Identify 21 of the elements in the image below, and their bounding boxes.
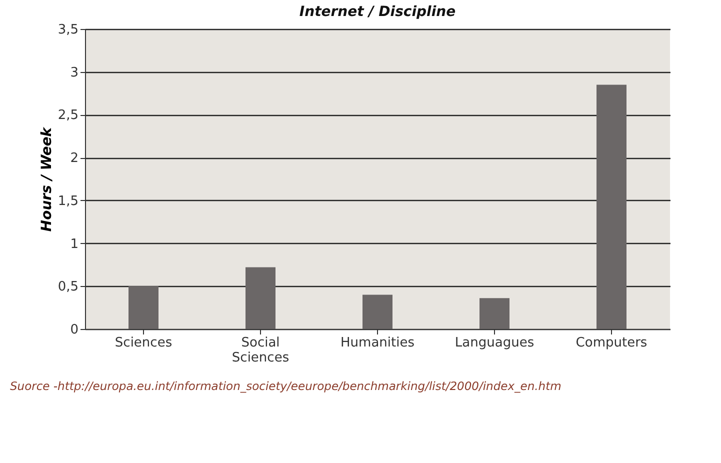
x-tick-label: Social Sciences <box>232 336 290 366</box>
chart-title: Internet / Discipline <box>299 4 456 20</box>
y-tick-label: 1,5 <box>58 194 78 209</box>
bar <box>596 84 626 329</box>
bar <box>362 294 392 329</box>
x-tick-label: Humanities <box>340 336 415 350</box>
y-tick-label: 1 <box>70 236 78 252</box>
x-tick-label: Sciences <box>114 336 172 350</box>
y-tick-label: 0 <box>70 322 78 338</box>
x-tick-label: Computers <box>576 336 648 350</box>
y-tick-label: 2 <box>70 151 78 166</box>
text: Suorce -http://europa.eu.int/information_society/eeurope/benchmarking/list/2000/index_en.htm <box>10 379 562 393</box>
x-tick-label: Languagues <box>454 336 534 350</box>
bar <box>128 286 158 329</box>
bar <box>480 298 510 329</box>
y-axis-title: Hours / Week <box>38 126 55 232</box>
y-tick-label: 3,5 <box>58 22 78 38</box>
y-tick-label: 0,5 <box>58 280 78 295</box>
bar <box>246 267 276 329</box>
y-tick-label: 3 <box>70 65 78 80</box>
y-tick-label: 2,5 <box>58 108 78 124</box>
